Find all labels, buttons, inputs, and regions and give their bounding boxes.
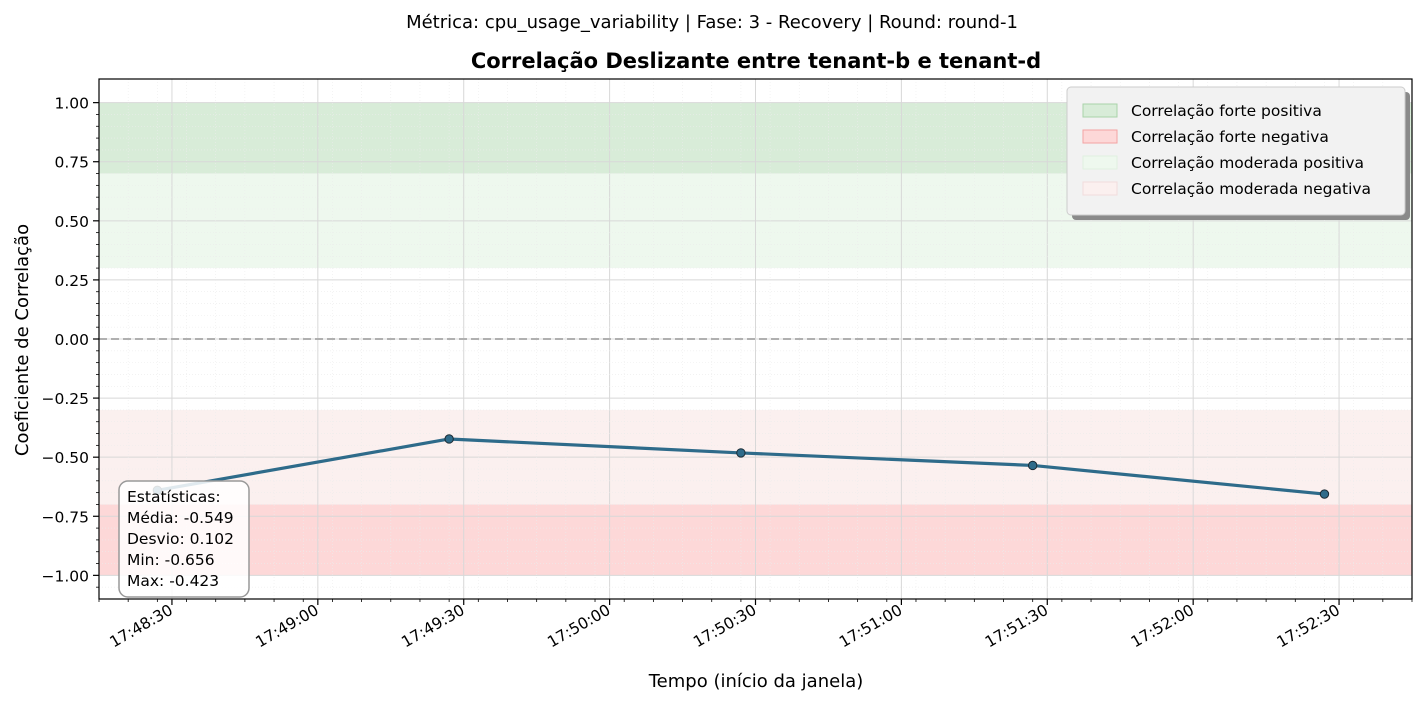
stats-std: Desvio: 0.102	[127, 530, 234, 548]
x-axis: 17:48:30 17:49:00 17:49:30 17:50:00 17:50:30…	[98, 599, 1413, 651]
data-point-2	[736, 448, 746, 458]
legend-swatch-3	[1082, 181, 1118, 196]
stats-min: Min: -0.656	[127, 551, 215, 569]
suptitle: Métrica: cpu_usage_variability | Fase: 3…	[406, 12, 1018, 33]
x-tick-label: 17:52:30	[1274, 601, 1343, 651]
stats-mean: Média: -0.549	[127, 509, 234, 527]
legend-label-0: Correlação forte positiva	[1131, 102, 1322, 120]
x-tick-label: 17:52:00	[1128, 601, 1197, 651]
y-axis-label: Coeficiente de Correlação	[12, 224, 33, 456]
legend-label-1: Correlação forte negativa	[1131, 128, 1329, 146]
x-tick-label: 17:51:30	[982, 601, 1051, 651]
data-point-1	[444, 434, 454, 444]
x-tick-label: 17:48:30	[107, 601, 176, 651]
legend-label-3: Correlação moderada negativa	[1131, 180, 1371, 198]
legend-swatch-2	[1082, 155, 1118, 170]
legend: Correlação forte positiva Correlação fort…	[1066, 86, 1410, 220]
y-tick-label: −0.25	[42, 390, 90, 408]
x-tick-label: 17:49:00	[253, 601, 322, 651]
x-tick-label: 17:50:00	[544, 601, 613, 651]
stats-box: Estatísticas: Média: -0.549 Desvio: 0.10…	[118, 480, 250, 598]
y-tick-label: 1.00	[54, 95, 89, 113]
legend-label-2: Correlação moderada positiva	[1131, 154, 1364, 172]
data-point-3	[1027, 460, 1038, 471]
y-tick-label: −0.50	[42, 449, 90, 467]
chart-title: Correlação Deslizante entre tenant-b e t…	[471, 49, 1041, 73]
y-tick-label: −1.00	[42, 567, 90, 585]
y-tick-label: 0.25	[54, 272, 89, 290]
data-point-4	[1319, 489, 1330, 499]
legend-swatch-1	[1082, 129, 1118, 144]
legend-box	[1066, 86, 1406, 216]
y-tick-label: 0.50	[54, 213, 89, 231]
x-tick-label: 17:50:30	[690, 601, 759, 651]
y-axis: 1.00 0.75 0.50 0.25 0.00 −0.25 −0.50 −0.75 −1.00	[42, 95, 99, 588]
x-tick-label: 17:51:00	[836, 601, 905, 651]
y-tick-label: 0.75	[54, 154, 89, 172]
x-tick-label: 17:49:30	[398, 601, 467, 651]
stats-header: Estatísticas:	[127, 488, 221, 506]
stats-box-frame	[118, 480, 250, 598]
x-axis-label: Tempo (início da janela)	[648, 671, 864, 692]
y-tick-label: −0.75	[42, 508, 90, 526]
y-tick-label: 0.00	[54, 331, 89, 349]
stats-max: Max: -0.423	[127, 572, 219, 590]
legend-swatch-0	[1082, 103, 1118, 118]
